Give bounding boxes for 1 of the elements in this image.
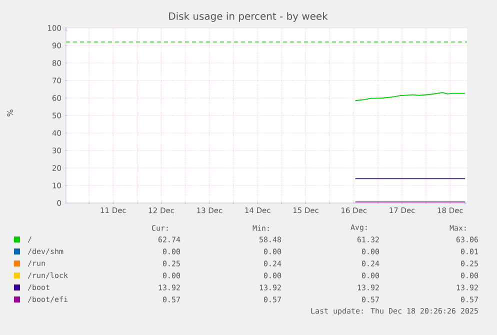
chart-title: Disk usage in percent - by week — [169, 12, 328, 22]
